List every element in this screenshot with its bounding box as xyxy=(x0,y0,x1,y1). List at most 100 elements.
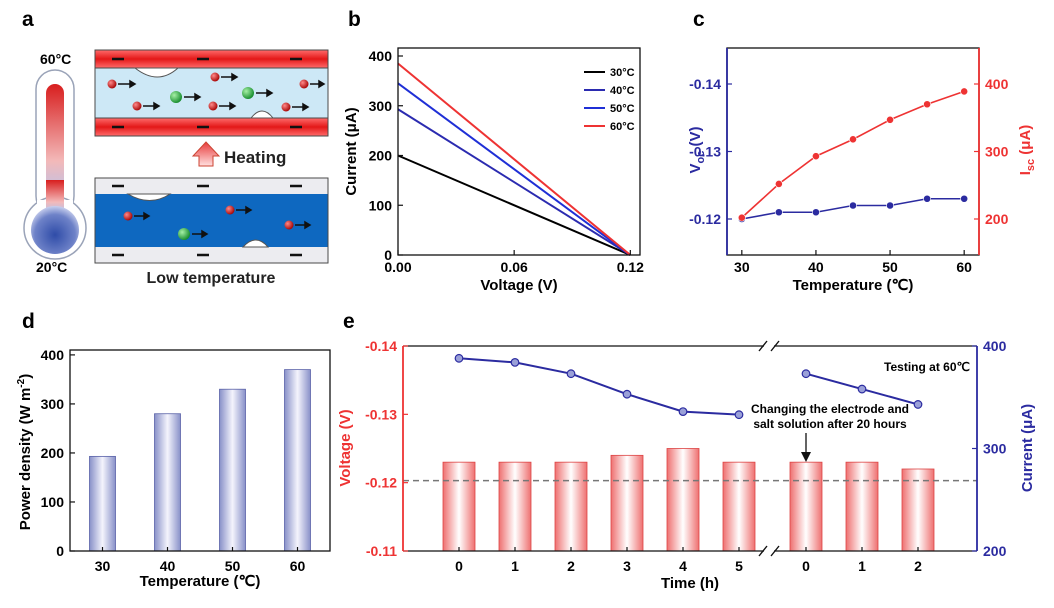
axis-break-mark xyxy=(770,340,780,352)
right-y-tick-label: 400 xyxy=(985,76,1009,92)
left-y-axis-label: Voc (V) xyxy=(687,126,707,173)
chart-e-stability: -0.14 -0.13 -0.12 -0.11 200 300 400 0 1 2 3 4 5 0 1 2 Ti… xyxy=(337,338,1036,592)
heating-label: Heating xyxy=(224,148,286,167)
voltage-bar xyxy=(845,461,879,552)
testing-annotation: Testing at 60℃ xyxy=(884,360,970,374)
x-tick-label: 1 xyxy=(511,558,519,574)
series-line-0 xyxy=(397,154,631,256)
bar xyxy=(219,388,246,552)
panel-a: a 60°C 20°C xyxy=(22,8,329,287)
voltage-bar xyxy=(789,461,823,552)
x-tick-label: 0.06 xyxy=(501,259,528,275)
ion-motion-arrows xyxy=(118,72,326,112)
current-point xyxy=(801,369,811,379)
left-y-tick-label: -0.11 xyxy=(366,543,397,559)
x-tick-label: 50 xyxy=(882,259,898,275)
chart-b-iv-curves: 0.00 0.06 0.12 0 100 200 300 400 Voltage (V) Curr… xyxy=(343,47,644,294)
y-tick-label: 200 xyxy=(369,148,393,164)
current-point xyxy=(454,353,464,363)
current-point xyxy=(510,358,520,367)
voltage-bar xyxy=(722,461,756,552)
left-y-tick-label: -0.14 xyxy=(365,338,397,354)
data-point-isc xyxy=(849,135,857,144)
y-axis-label: Current (μA) xyxy=(343,107,360,195)
cold-temperature-label: 20°C xyxy=(36,259,67,275)
x-tick-label: 0 xyxy=(802,558,810,574)
plot-frame xyxy=(726,47,980,256)
voltage-bar xyxy=(554,461,588,552)
right-y-axis-label: Current (μA) xyxy=(1019,404,1036,492)
data-point-voc xyxy=(849,201,857,210)
right-y-tick-label: 200 xyxy=(983,543,1007,559)
x-tick-label: 1 xyxy=(858,558,866,574)
series-line-3 xyxy=(397,62,631,256)
data-point-voc xyxy=(774,208,783,217)
y-axis-label: Power density (W m-2) xyxy=(16,374,34,530)
panel-label-a: a xyxy=(22,8,34,31)
x-tick-label: 3 xyxy=(623,558,631,574)
legend-label-3: 60°C xyxy=(610,121,635,133)
change-annotation-line-2: salt solution after 20 hours xyxy=(753,417,907,431)
annotation-arrow-head xyxy=(801,452,811,462)
x-tick-label: 2 xyxy=(914,558,922,574)
x-tick-label: 0.00 xyxy=(384,259,411,275)
ion-particles xyxy=(107,72,309,112)
panel-label-b: b xyxy=(348,8,361,31)
data-point-isc xyxy=(923,100,932,109)
data-point-voc xyxy=(923,194,932,203)
current-point xyxy=(622,389,632,399)
y-tick-label: 0 xyxy=(56,543,64,559)
panel-label-e: e xyxy=(343,310,355,333)
axis-break-gap xyxy=(764,340,774,352)
y-tick-label: 100 xyxy=(41,494,65,510)
series-line-1 xyxy=(397,108,631,256)
voltage-bar xyxy=(610,454,644,552)
legend-label-2: 50°C xyxy=(610,103,635,115)
voltage-bar xyxy=(498,461,532,552)
hot-temperature-label: 60°C xyxy=(40,51,71,67)
x-tick-label: 30 xyxy=(734,259,750,275)
data-point-isc xyxy=(774,179,783,188)
plot-frame xyxy=(69,349,331,552)
x-axis-label: Voltage (V) xyxy=(480,277,557,294)
x-tick-label: 2 xyxy=(567,558,575,574)
x-tick-label: 0 xyxy=(455,558,463,574)
left-y-tick-label: -0.14 xyxy=(689,76,721,92)
x-tick-label: 40 xyxy=(808,259,824,275)
x-axis-label: Temperature (℃) xyxy=(793,277,914,294)
data-point-voc xyxy=(812,208,820,217)
panel-label-c: c xyxy=(693,8,705,31)
left-y-tick-label: -0.12 xyxy=(365,475,397,491)
low-temperature-label: Low temperature xyxy=(147,270,276,287)
legend-label-0: 30°C xyxy=(610,67,635,79)
data-point-isc xyxy=(886,115,894,124)
data-point-isc xyxy=(737,213,746,222)
thermometer-icon xyxy=(23,69,87,260)
y-tick-label: 400 xyxy=(41,347,65,363)
current-point xyxy=(678,407,688,417)
right-y-tick-label: 200 xyxy=(985,211,1009,227)
axis-break-gap xyxy=(764,545,774,557)
axis-break-mark xyxy=(770,545,780,557)
y-tick-label: 200 xyxy=(41,445,65,461)
left-y-tick-label: -0.12 xyxy=(689,211,721,227)
chart-d-power-density: 30 40 50 60 0 100 200 300 400 Temperature (℃) Powe… xyxy=(16,347,331,590)
x-tick-label: 60 xyxy=(290,558,306,574)
x-axis-label: Temperature (℃) xyxy=(140,573,261,590)
x-tick-label: 4 xyxy=(679,558,687,574)
right-y-tick-label: 300 xyxy=(983,441,1007,457)
heating-arrow-icon xyxy=(191,141,221,167)
data-point-voc xyxy=(886,201,894,210)
axis-break-mark xyxy=(758,340,768,352)
bar xyxy=(284,369,311,552)
bar xyxy=(89,455,116,552)
x-tick-label: 60 xyxy=(956,259,972,275)
left-y-tick-label: -0.13 xyxy=(365,406,397,422)
x-tick-label: 5 xyxy=(735,558,743,574)
hot-channel xyxy=(94,49,329,137)
left-y-axis-label: Voltage (V) xyxy=(337,409,354,486)
legend-label-1: 40°C xyxy=(610,85,635,97)
voltage-bar xyxy=(442,461,476,552)
series-line-2 xyxy=(397,82,631,256)
